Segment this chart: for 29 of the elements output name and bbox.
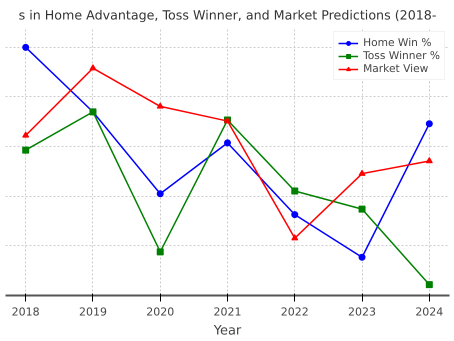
point — [224, 139, 231, 146]
point — [156, 190, 164, 198]
point — [358, 254, 366, 261]
legend-label: Home Win % — [363, 36, 432, 49]
point — [156, 248, 164, 256]
point — [22, 146, 30, 154]
x-tick-label: 2023 — [348, 306, 376, 318]
point — [426, 281, 433, 288]
point — [426, 157, 433, 164]
point — [22, 44, 30, 51]
x-tick-label: 2021 — [214, 306, 242, 318]
legend-label: Market View — [363, 62, 428, 75]
point — [426, 120, 433, 128]
point — [358, 206, 366, 213]
point — [291, 234, 298, 240]
x-tick-label: 2019 — [78, 306, 107, 318]
x-tick-label: 2018 — [12, 306, 40, 318]
point — [291, 211, 298, 218]
point — [358, 170, 366, 176]
x-tick-label: 2024 — [415, 306, 444, 318]
point — [156, 102, 164, 109]
x-axis-title: Year — [212, 324, 242, 338]
point — [22, 131, 30, 138]
x-tick-label: 2022 — [280, 306, 309, 318]
chart-title: s in Home Advantage, Toss Winner, and Market Predictions (2018- — [18, 8, 436, 22]
point — [89, 64, 96, 70]
point — [291, 188, 298, 195]
x-tick-label: 2020 — [146, 306, 174, 318]
legend-label: Toss Winner % — [363, 49, 440, 62]
